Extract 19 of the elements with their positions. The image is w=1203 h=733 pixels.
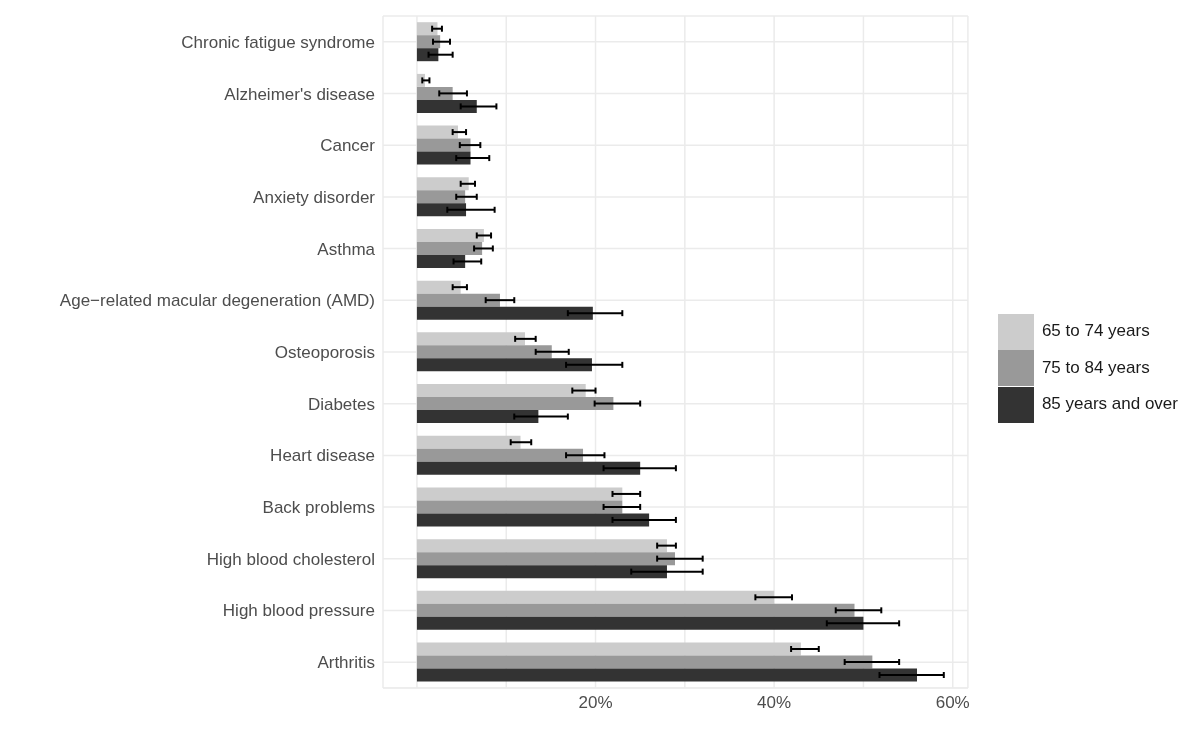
y-tick-label: High blood cholesterol <box>206 549 375 569</box>
legend-label: 85 years and over <box>1041 394 1178 414</box>
y-tick-label: Heart disease <box>270 446 375 466</box>
y-tick-label: Cancer <box>320 136 376 156</box>
x-tick-label: 60% <box>935 693 970 713</box>
y-tick-label: Back problems <box>262 498 375 518</box>
y-tick-label: Age−related macular degeneration (AMD) <box>59 291 375 311</box>
y-tick-label: Anxiety disorder <box>253 187 376 207</box>
y-tick-label: Osteoporosis <box>274 343 375 363</box>
legend-label: 65 to 74 years <box>1041 321 1150 341</box>
legend-label: 75 to 84 years <box>1041 357 1150 377</box>
y-tick-label: Asthma <box>317 239 376 259</box>
y-tick-label: Arthritis <box>317 653 375 673</box>
x-tick-label: 20% <box>578 693 613 713</box>
y-tick-label: Diabetes <box>307 394 375 414</box>
y-tick-label: High blood pressure <box>222 601 375 621</box>
x-tick-label: 40% <box>757 693 792 713</box>
y-tick-label: Chronic fatigue syndrome <box>181 32 375 52</box>
y-tick-label: Alzheimer's disease <box>224 84 375 104</box>
